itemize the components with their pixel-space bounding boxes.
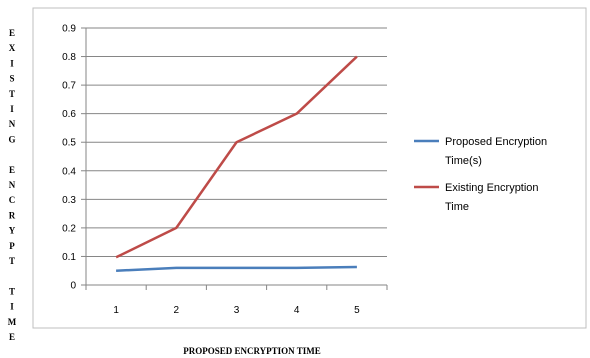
y-axis-title-letter: N: [9, 119, 16, 129]
x-tick-label: 3: [234, 305, 240, 316]
x-tick-label: 2: [174, 305, 180, 316]
y-axis-title-letter: G: [8, 134, 15, 144]
chart-area-border: [32, 7, 587, 329]
y-axis-title-letter: I: [10, 104, 14, 114]
y-tick-label: 0.8: [62, 52, 76, 63]
y-axis-title-letter: E: [9, 332, 15, 342]
y-axis-title-letter: Y: [9, 226, 16, 236]
y-axis-title-letter: N: [9, 180, 16, 190]
y-axis-title-letter: S: [9, 74, 14, 84]
x-tick-label: 5: [354, 305, 360, 316]
y-tick-label: 0.5: [62, 138, 76, 149]
series-line-proposed: [116, 265, 357, 272]
legend: Proposed Encryption Time(s) Existing Encry…: [414, 136, 547, 213]
y-axis-title-letter: E: [9, 28, 15, 38]
y-tick-label: 0.3: [62, 195, 76, 206]
y-tick-label: 0.4: [62, 166, 76, 177]
y-axis-title-letter: I: [10, 302, 14, 312]
y-axis-title-letter: M: [8, 317, 17, 327]
y-tick-label: 0.2: [62, 223, 76, 234]
y-axis-title-letter: E: [9, 165, 15, 175]
legend-label: Existing Encryption: [445, 182, 539, 194]
x-tick-labels: 1 2 3 4 5: [113, 305, 360, 316]
legend-label: Time: [445, 201, 469, 213]
x-tick-label: 4: [294, 305, 300, 316]
y-tick-label: 0.9: [62, 24, 76, 35]
y-tick-label: 0.6: [62, 109, 76, 120]
series-line-existing: [115, 55, 358, 259]
axes: [81, 27, 388, 290]
y-axis-title-letter: C: [9, 195, 16, 205]
x-tick-label: 1: [113, 305, 119, 316]
y-axis-title-letter: T: [9, 286, 15, 296]
y-axis-title-letter: I: [10, 58, 14, 68]
legend-label: Proposed Encryption: [445, 136, 547, 148]
series-lines: [115, 55, 358, 272]
y-axis-title-letter: P: [9, 241, 15, 251]
y-tick-label: 0.1: [62, 252, 76, 263]
y-tick-labels: 0 0.1 0.2 0.3 0.4 0.5 0.6 0.7 0.8 0.9: [62, 24, 76, 292]
legend-label: Time(s): [445, 155, 482, 167]
y-axis-title-letter: X: [9, 43, 16, 53]
x-axis-title: PROPOSED ENCRYPTION TIME: [183, 346, 321, 356]
y-tick-label: 0: [70, 281, 76, 292]
y-axis-title-letter: R: [9, 210, 16, 220]
y-axis-title-letter: T: [9, 256, 15, 266]
y-axis-title-letter: T: [9, 89, 15, 99]
y-tick-label: 0.7: [62, 81, 76, 92]
